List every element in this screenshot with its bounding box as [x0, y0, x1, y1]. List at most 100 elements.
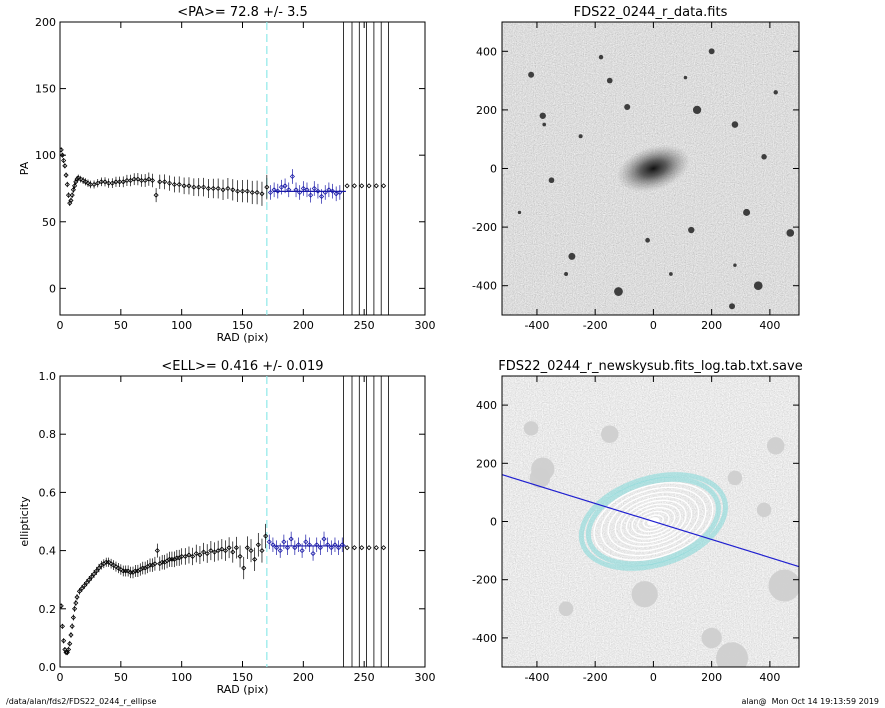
outer-point [344, 183, 350, 189]
data-point [61, 638, 67, 644]
point-source [548, 177, 555, 184]
data-point [132, 568, 138, 574]
data-point [230, 549, 236, 555]
data-point [149, 177, 156, 184]
x-tick-label: 0 [650, 671, 657, 684]
data-point [259, 548, 265, 554]
x-tick-label: 0 [650, 319, 657, 332]
data-point [140, 565, 146, 571]
data-point [95, 180, 101, 186]
fit-point [322, 189, 328, 196]
data-point [120, 179, 126, 185]
fit-point [319, 193, 325, 200]
image-title: FDS22_0244_r_newskysub.fits_log.tab.txt.… [498, 359, 802, 374]
point-source [692, 105, 702, 115]
data-point [70, 614, 76, 621]
fit-point [317, 545, 323, 551]
x-tick-label: 300 [415, 671, 436, 684]
y-axis-label: ellipticity [18, 496, 31, 547]
fit-point [326, 187, 332, 193]
data-point [72, 183, 78, 189]
point-source [614, 287, 623, 296]
y-tick-label: -200 [472, 574, 497, 587]
data-point [264, 184, 270, 190]
data-point [152, 561, 158, 567]
plot-title: <PA>= 72.8 +/- 3.5 [177, 5, 308, 20]
y-tick-label: 150 [35, 83, 56, 96]
outer-point [344, 545, 350, 551]
masked-region [529, 467, 551, 489]
fit-point [288, 536, 294, 542]
data-point [73, 600, 79, 606]
fit-point [314, 542, 320, 548]
data-point [219, 546, 225, 552]
y-tick-label: 100 [35, 149, 56, 162]
point-source [669, 272, 673, 276]
footer-path: /data/alan/fds2/FDS22_0244_r_ellipse [6, 697, 157, 706]
data-point [72, 606, 78, 612]
data-point [60, 623, 65, 629]
data-point [91, 181, 97, 188]
y-tick-label: 0 [490, 163, 497, 176]
fit-point [293, 187, 299, 193]
data-point [235, 188, 241, 194]
point-source [542, 122, 547, 127]
data-point [226, 545, 232, 551]
data-point [196, 184, 202, 190]
isophote-contour [637, 510, 670, 533]
data-point [89, 574, 95, 580]
data-point [181, 183, 187, 189]
plot-area [60, 376, 389, 667]
data-point [182, 553, 188, 559]
y-tick-label: -400 [472, 280, 497, 293]
data-point [215, 185, 221, 192]
data-point [211, 549, 218, 555]
data-point [91, 571, 97, 577]
isophote-contour [600, 486, 707, 557]
data-point [190, 553, 196, 559]
x-tick-label: 250 [354, 319, 375, 332]
outer-point [359, 183, 365, 189]
data-point [60, 152, 65, 158]
x-tick-label: 100 [171, 319, 192, 332]
data-point [174, 555, 180, 561]
outer-point [359, 545, 365, 551]
fit-point [281, 539, 287, 545]
outer-point [351, 183, 357, 189]
point-source [761, 154, 767, 160]
outer-point [381, 183, 387, 189]
x-axis-label: RAD (pix) [217, 331, 269, 344]
fit-point [332, 542, 338, 548]
fit-point [310, 550, 316, 557]
data-point [201, 184, 207, 190]
data-point [61, 157, 67, 164]
x-tick-label: 0 [57, 671, 64, 684]
data-image-panel: FDS22_0244_r_data.fits -400 -200 0 200 400 -40… [472, 5, 800, 332]
y-tick-label: -200 [472, 221, 497, 234]
data-point [93, 568, 100, 574]
point-source [708, 48, 715, 55]
outer-point [373, 183, 379, 189]
model-image-panel: FDS22_0244_r_newskysub.fits_log.tab.txt.… [472, 359, 803, 684]
data-point [255, 542, 261, 548]
fit-point [333, 191, 339, 197]
point-source [624, 103, 631, 110]
fit-point [300, 185, 306, 192]
data-point [254, 189, 260, 196]
fit-point [304, 187, 310, 193]
masked-region [756, 502, 772, 518]
data-point [193, 550, 199, 557]
data-point [96, 565, 102, 571]
data-point [102, 179, 108, 185]
point-source [528, 71, 535, 78]
point-source [753, 281, 763, 291]
point-source [517, 210, 522, 215]
x-tick-label: 0 [57, 319, 64, 332]
fit-point [306, 542, 312, 548]
footer-timestamp: alan@ Mon Oct 14 19:13:59 2019 [741, 697, 879, 706]
data-point [197, 552, 203, 558]
data-point [69, 192, 75, 198]
masked-region [727, 470, 743, 486]
isophote-contour [620, 499, 687, 544]
data-point [147, 562, 153, 568]
